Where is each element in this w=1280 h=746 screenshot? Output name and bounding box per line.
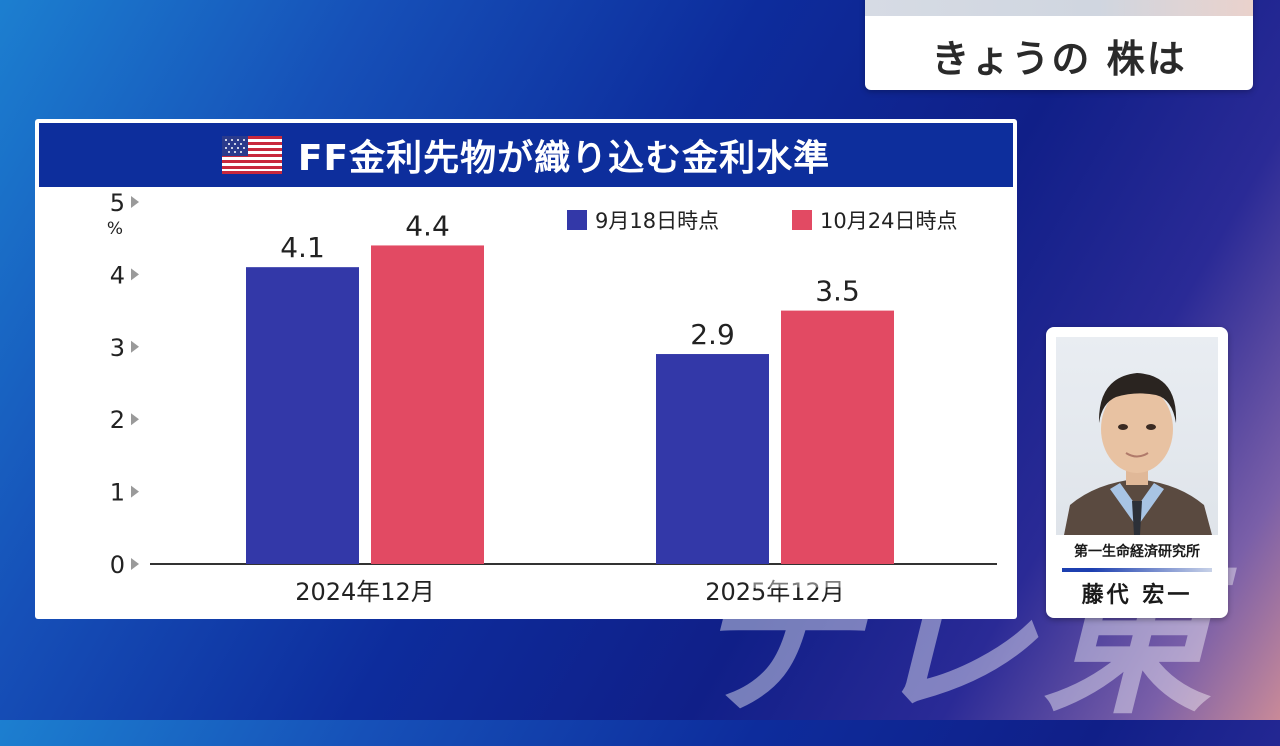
bar-value-label-0-0: 4.1 — [280, 231, 325, 264]
bar-value-label-1-0: 2.9 — [690, 318, 735, 351]
x-category-label-0: 2024年12月 — [295, 578, 435, 606]
y-tick-arrow-5 — [131, 196, 139, 208]
y-tick-label-2: 2 — [110, 406, 125, 434]
x-category-label-1: 2025年12月 — [705, 578, 845, 606]
commentator-divider — [1062, 568, 1212, 572]
y-tick-arrow-3 — [131, 340, 139, 353]
portrait-image — [1064, 373, 1212, 535]
commentator-card: 第一生命経済研究所 藤代 宏一 — [1046, 327, 1228, 618]
segment-title-box: きょうの 株は — [865, 0, 1253, 90]
legend-label-1: 10月24日時点 — [820, 209, 957, 233]
us-flag-icon — [221, 136, 282, 174]
y-tick-arrow-2 — [131, 413, 139, 426]
y-unit-label: % — [107, 219, 123, 239]
legend-swatch-1 — [792, 210, 812, 230]
chart-header: FF金利先物が織り込む金利水準 — [39, 123, 1013, 187]
chart-panel: 0 1 2 3 4 5% 4.1 4.4 2024年12月 2.9 3.5 2025年12月 9月18日… — [35, 119, 1017, 619]
y-tick-label-3: 3 — [110, 334, 125, 362]
commentator-portrait — [1056, 337, 1218, 535]
commentator-name: 藤代 宏一 — [1081, 583, 1193, 608]
bar-chart: 0 1 2 3 4 5% 4.1 4.4 2024年12月 2.9 3.5 2025年12月 9月18日… — [107, 189, 997, 606]
y-tick-arrow-4 — [131, 268, 139, 281]
y-tick-label-1: 1 — [110, 479, 125, 507]
bar-value-label-0-1: 4.4 — [405, 209, 450, 242]
legend-swatch-0 — [567, 210, 587, 230]
bar-1-0 — [656, 354, 769, 564]
y-tick-arrow-0 — [131, 558, 139, 570]
bar-0-1 — [371, 245, 484, 564]
chart-title: FF金利先物が織り込む金利水準 — [297, 138, 831, 179]
bar-0-0 — [246, 267, 359, 564]
bar-1-1 — [781, 310, 894, 564]
y-tick-label-5: 5 — [110, 189, 125, 217]
bar-value-label-1-1: 3.5 — [815, 275, 860, 308]
y-tick-label-0: 0 — [110, 551, 125, 579]
segment-title-accent — [865, 0, 1253, 16]
y-tick-label-4: 4 — [110, 261, 125, 289]
commentator-organization: 第一生命経済研究所 — [1074, 544, 1200, 560]
y-tick-arrow-1 — [131, 485, 139, 498]
segment-title: きょうの 株は — [931, 37, 1187, 81]
legend-label-0: 9月18日時点 — [595, 209, 719, 233]
